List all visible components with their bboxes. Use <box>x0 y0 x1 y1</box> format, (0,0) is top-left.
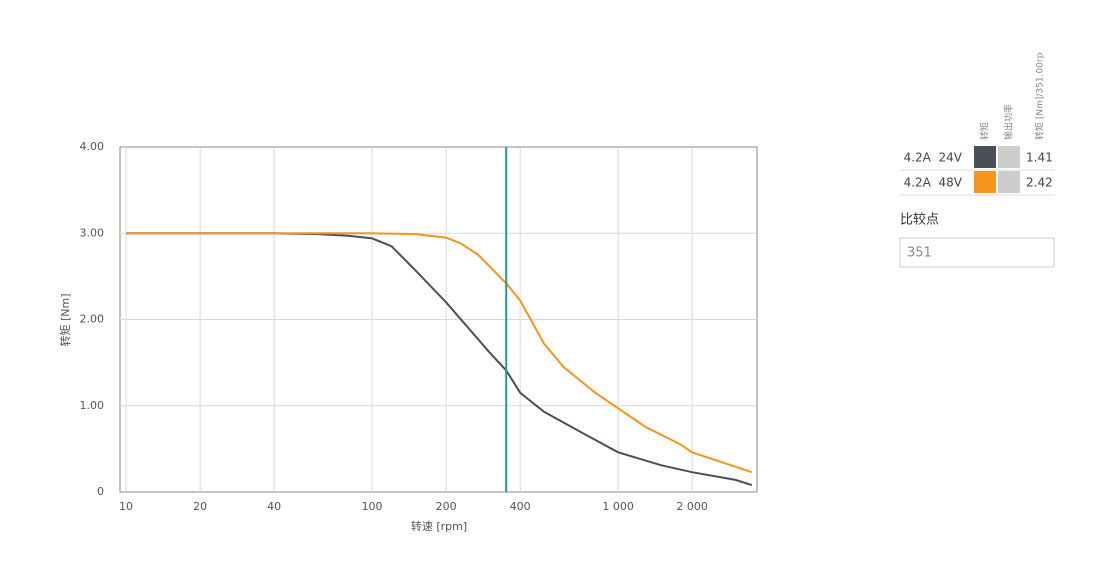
column-header: 转矩 <box>979 122 991 140</box>
compare-input[interactable] <box>899 237 1055 268</box>
column-header: 输出功率 <box>1003 104 1015 140</box>
y-tick-label: 1.00 <box>80 399 105 412</box>
column-header: 转矩 [Nm]/351.00rp <box>1034 52 1046 140</box>
compare-label: 比较点 <box>900 213 939 228</box>
power-swatch <box>998 171 1020 193</box>
torque-value: 2.42 <box>1026 176 1053 190</box>
x-tick-label: 400 <box>510 500 531 513</box>
y-axis-label: 转矩 [Nm] <box>58 293 72 346</box>
y-tick-label: 3.00 <box>80 226 105 239</box>
x-tick-label: 200 <box>436 500 457 513</box>
y-tick-label: 2.00 <box>80 313 105 326</box>
power-swatch <box>998 146 1020 168</box>
x-tick-label: 10 <box>119 500 133 513</box>
x-tick-label: 100 <box>362 500 383 513</box>
torque-value: 1.41 <box>1026 151 1053 165</box>
x-tick-label: 40 <box>267 500 281 513</box>
y-tick-label: 0 <box>97 485 104 498</box>
legend-swatch <box>974 171 996 193</box>
legend-swatch <box>974 146 996 168</box>
x-tick-label: 20 <box>193 500 207 513</box>
compare-input-value[interactable]: 351 <box>907 246 932 261</box>
series-line <box>126 232 753 474</box>
series-line <box>126 232 753 487</box>
x-tick-label: 2 000 <box>676 500 708 513</box>
x-axis-label: 转速 [rpm] <box>411 519 467 533</box>
x-tick-label: 1 000 <box>602 500 634 513</box>
legend-label: 4.2A 48V <box>904 176 963 190</box>
legend-label: 4.2A 24V <box>904 151 963 165</box>
y-tick-label: 4.00 <box>80 140 105 153</box>
